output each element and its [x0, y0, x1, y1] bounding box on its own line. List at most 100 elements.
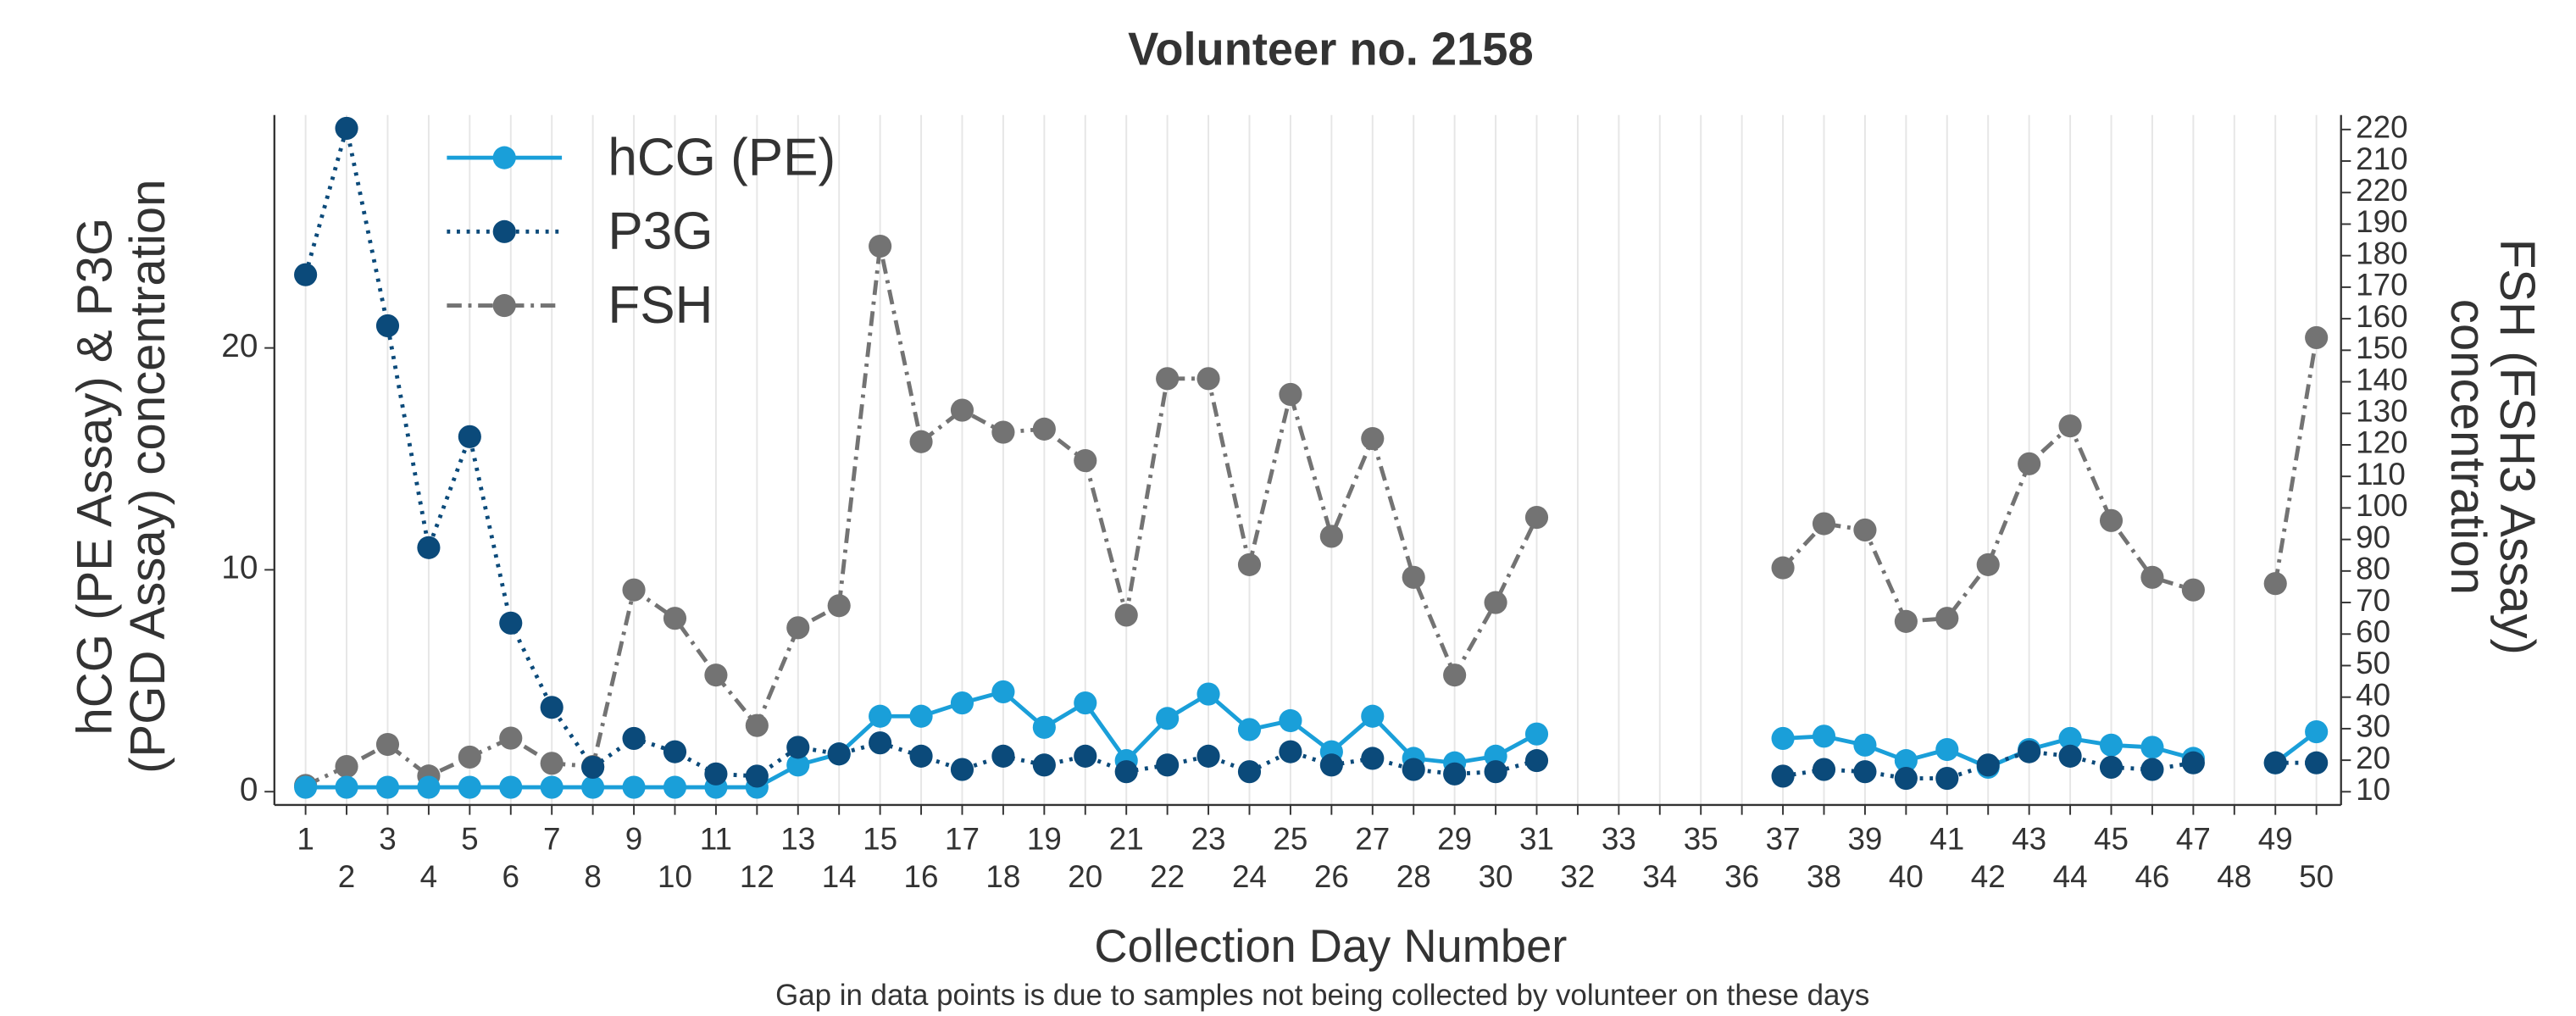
data-point [2140, 736, 2164, 759]
x-tick-label: 49 [2258, 821, 2293, 856]
data-point [1935, 766, 1959, 791]
data-point [1812, 758, 1836, 781]
y2-axis-label: FSH (FSH3 Assay) [2490, 239, 2545, 655]
x-tick-label: 41 [1929, 821, 1964, 856]
data-point [2305, 751, 2329, 774]
x-tick-label: 22 [1150, 859, 1185, 894]
y2-tick-label: 160 [2356, 299, 2407, 334]
data-point [1032, 417, 1056, 441]
data-point [458, 425, 481, 448]
data-point [581, 755, 605, 780]
x-tick-label: 24 [1232, 859, 1267, 894]
data-point [2058, 414, 2082, 438]
data-point [1443, 762, 1467, 786]
data-point [2018, 740, 2041, 763]
series-line [304, 246, 2319, 788]
data-point [704, 663, 728, 687]
data-point [1853, 760, 1877, 784]
x-tick-label: 21 [1109, 821, 1144, 856]
data-point [499, 611, 523, 635]
data-point [458, 775, 481, 799]
data-point [869, 704, 892, 728]
x-tick-label: 2 [338, 859, 355, 894]
x-tick-label: 20 [1068, 859, 1102, 894]
x-tick-label: 32 [1560, 859, 1595, 894]
x-axis-label: Collection Day Number [1094, 920, 1567, 972]
y2-tick-label: 30 [2356, 709, 2390, 744]
x-tick-label: 18 [985, 859, 1020, 894]
x-tick-label: 5 [461, 821, 478, 856]
x-tick-label: 44 [2053, 859, 2088, 894]
x-tick-label: 30 [1479, 859, 1513, 894]
x-tick-label: 7 [543, 821, 560, 856]
data-point [417, 775, 441, 799]
data-point [1894, 749, 1918, 773]
data-point [499, 775, 523, 799]
data-point [869, 234, 892, 258]
data-point [950, 691, 974, 715]
y2-tick-label: 190 [2356, 204, 2407, 239]
data-point [950, 398, 974, 422]
data-point [375, 314, 400, 338]
data-point [827, 742, 851, 766]
data-point [1361, 704, 1385, 728]
legend-label: hCG (PE) [608, 128, 836, 186]
data-point [1237, 552, 1262, 576]
legend-marker [492, 146, 516, 169]
data-point [2140, 565, 2164, 589]
data-point [1935, 607, 1959, 630]
data-point [1196, 744, 1220, 768]
data-point [1812, 512, 1836, 536]
data-point [1156, 753, 1180, 777]
data-point [1196, 367, 1220, 391]
y2-tick-label: 60 [2356, 614, 2390, 649]
data-point [1935, 737, 1959, 762]
data-point [540, 696, 564, 719]
x-tick-label: 47 [2176, 821, 2211, 856]
x-tick-label: 34 [1642, 859, 1677, 894]
data-point [458, 745, 481, 769]
x-tick-label: 31 [1519, 821, 1554, 856]
x-tick-label: 29 [1437, 821, 1472, 856]
data-point [745, 713, 769, 737]
data-point [1976, 753, 2000, 777]
data-point [1032, 715, 1056, 739]
data-point [1074, 744, 1097, 768]
data-point [991, 680, 1015, 704]
y2-tick-label: 20 [2356, 741, 2390, 775]
y2-tick-label: 70 [2356, 583, 2390, 618]
y2-tick-label: 140 [2356, 362, 2407, 397]
data-point [2058, 726, 2082, 750]
y2-tick-label: 110 [2356, 457, 2406, 491]
data-point [1402, 758, 1425, 781]
data-point [2263, 751, 2287, 774]
data-point [375, 775, 400, 799]
y2-tick-label: 100 [2356, 488, 2407, 523]
data-point [1279, 740, 1302, 763]
y2-tick-label: 150 [2356, 330, 2407, 365]
x-tick-label: 27 [1355, 821, 1390, 856]
legend-marker [492, 294, 516, 318]
data-point [1484, 760, 1507, 784]
y-tick-label: 0 [240, 771, 258, 808]
data-point [1074, 449, 1097, 473]
y-tick-label: 20 [221, 328, 258, 364]
data-point [335, 775, 358, 799]
x-tick-label: 38 [1807, 859, 1841, 894]
y2-tick-label: 10 [2356, 772, 2390, 807]
x-tick-label: 42 [1971, 859, 2006, 894]
data-point [417, 536, 441, 559]
data-point [2305, 719, 2329, 744]
data-point [786, 736, 810, 759]
y2-tick-label: 80 [2356, 552, 2390, 586]
data-point [1524, 506, 1549, 530]
annotation: Gap in data points is due to samples not… [775, 979, 1869, 1012]
y2-tick-label: 40 [2356, 677, 2390, 712]
y2-tick-label: 220 [2356, 173, 2407, 208]
data-point [1976, 552, 2000, 576]
data-point [2305, 325, 2329, 350]
x-tick-label: 16 [904, 859, 939, 894]
data-point [1894, 609, 1918, 633]
data-point [745, 764, 769, 788]
data-point [2181, 751, 2205, 774]
